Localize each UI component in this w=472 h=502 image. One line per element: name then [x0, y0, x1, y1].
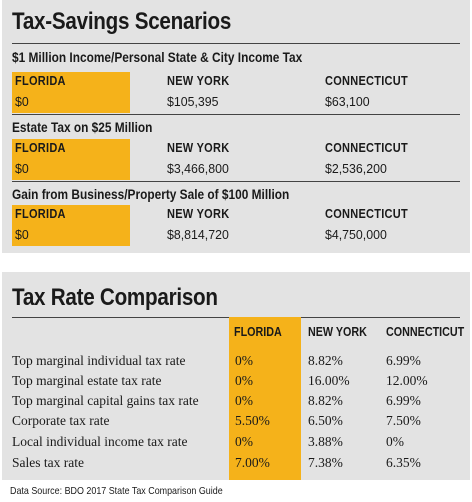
row-label: Corporate tax rate: [12, 413, 110, 428]
scenario-divider: [12, 181, 460, 182]
column-header-ct: CONNECTICUT: [386, 325, 465, 339]
ct-label: CONNECTICUT: [325, 141, 408, 155]
scenario-heading: $1 Million Income/Personal State & City …: [12, 50, 303, 65]
florida-cell: 5.50%: [235, 413, 270, 428]
row-label: Top marginal capital gains tax rate: [12, 393, 199, 408]
scenario-heading: Gain from Business/Property Sale of $100…: [12, 187, 290, 202]
florida-highlight: [12, 205, 130, 246]
florida-cell: 0%: [235, 373, 253, 388]
ct-cell: 7.50%: [386, 413, 421, 428]
ny-label: NEW YORK: [167, 74, 230, 88]
column-header-florida: FLORIDA: [234, 325, 282, 339]
row-label: Local individual income tax rate: [12, 434, 188, 449]
ny-cell: 7.38%: [308, 455, 343, 470]
title-divider: [12, 43, 460, 44]
ct-label: CONNECTICUT: [325, 207, 408, 221]
ct-value: $2,536,200: [325, 161, 387, 176]
row-label: Sales tax rate: [12, 455, 84, 470]
scenario-heading: Estate Tax on $25 Million: [12, 120, 153, 135]
florida-label: FLORIDA: [15, 74, 66, 88]
ny-cell: 16.00%: [308, 373, 350, 388]
florida-cell: 7.00%: [235, 455, 270, 470]
florida-highlight: [12, 72, 130, 113]
ct-cell: 6.99%: [386, 393, 421, 408]
florida-cell: 0%: [235, 434, 253, 449]
florida-cell: 0%: [235, 353, 253, 368]
ct-value: $4,750,000: [325, 227, 387, 242]
ct-cell: 6.99%: [386, 353, 421, 368]
column-header-ny: NEW YORK: [308, 325, 367, 339]
ny-value: $105,395: [167, 94, 219, 109]
florida-highlight: [12, 139, 130, 180]
row-label: Top marginal estate tax rate: [12, 373, 162, 388]
ny-cell: 6.50%: [308, 413, 343, 428]
florida-value: $0: [15, 161, 29, 176]
florida-value: $0: [15, 94, 29, 109]
ct-cell: 12.00%: [386, 373, 428, 388]
florida-column-highlight: [229, 317, 301, 480]
tax-savings-title: Tax-Savings Scenarios: [12, 8, 232, 35]
data-source-note: Data Source: BDO 2017 State Tax Comparis…: [10, 485, 223, 497]
ny-value: $3,466,800: [167, 161, 229, 176]
ct-cell: 6.35%: [386, 455, 421, 470]
ct-value: $63,100: [325, 94, 370, 109]
florida-cell: 0%: [235, 393, 253, 408]
ny-value: $8,814,720: [167, 227, 229, 242]
scenario-divider: [12, 114, 460, 115]
row-label: Top marginal individual tax rate: [12, 353, 186, 368]
florida-value: $0: [15, 227, 29, 242]
tax-rate-title: Tax Rate Comparison: [12, 284, 218, 311]
ny-label: NEW YORK: [167, 141, 230, 155]
florida-label: FLORIDA: [15, 207, 66, 221]
ny-cell: 8.82%: [308, 393, 343, 408]
ny-cell: 8.82%: [308, 353, 343, 368]
ny-cell: 3.88%: [308, 434, 343, 449]
ny-label: NEW YORK: [167, 207, 230, 221]
florida-label: FLORIDA: [15, 141, 66, 155]
ct-cell: 0%: [386, 434, 404, 449]
ct-label: CONNECTICUT: [325, 74, 408, 88]
